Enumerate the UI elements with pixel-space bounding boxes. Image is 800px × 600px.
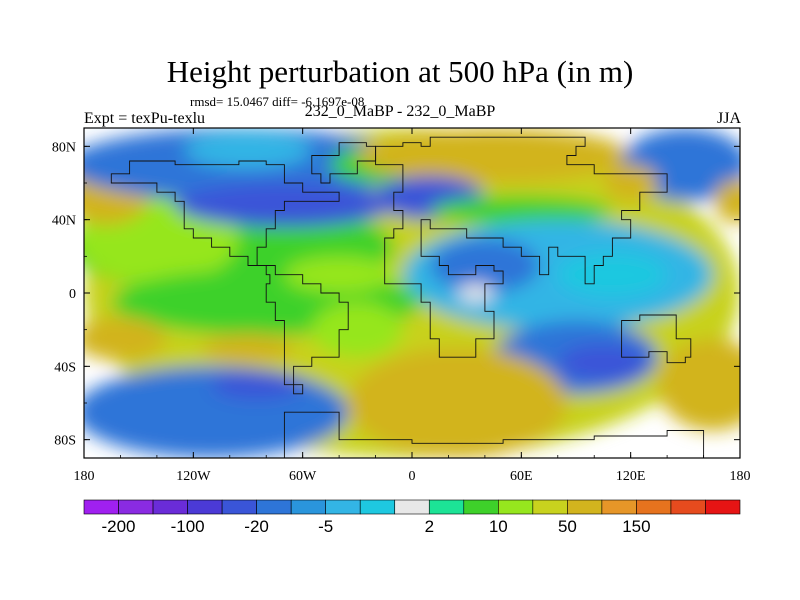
colorbar-box <box>290 499 326 515</box>
experiment-label: Expt = texPu-texlu <box>84 110 206 127</box>
season-label: JJA <box>716 110 741 127</box>
colorbar-box <box>428 499 465 515</box>
coastline <box>283 411 705 458</box>
continent-outline <box>110 136 705 458</box>
colorbar-box <box>152 499 188 515</box>
x-tick-label: 180 <box>74 469 95 484</box>
colorbar-box <box>705 499 741 515</box>
field-blob <box>311 302 403 358</box>
colorbar-label: 10 <box>489 517 508 536</box>
field-blob <box>357 128 631 183</box>
colorbar: -200 -100 -20 -5 2 10 50 150 <box>83 499 741 536</box>
colorbar-box <box>187 499 223 515</box>
colorbar-label: -200 <box>101 517 135 536</box>
y-tick-label: 40S <box>54 360 76 375</box>
colorbar-box <box>83 499 119 515</box>
colorbar-box <box>394 499 430 515</box>
field-blob <box>430 195 613 226</box>
chart-title: Height perturbation at 500 hPa (in m) <box>166 54 634 89</box>
field-blob <box>557 252 668 297</box>
colorbar-box <box>325 499 361 515</box>
comparison-label: 232_0_MaBP - 232_0_MaBP <box>304 103 496 120</box>
field-blob <box>457 283 494 303</box>
colorbar-label: 150 <box>622 517 650 536</box>
x-tick-label: 0 <box>409 469 416 484</box>
x-tick-label: 120E <box>616 469 646 484</box>
colorbar-box <box>463 499 499 515</box>
coastline <box>110 160 349 395</box>
x-tick-label: 60E <box>510 469 533 484</box>
stats-label: rmsd= 15.0467 diff= -6.1697e-08 <box>190 94 365 109</box>
field-blob <box>184 131 312 169</box>
colorbar-box <box>118 499 154 515</box>
colorbar-label: -5 <box>318 517 333 536</box>
coastline <box>375 136 668 358</box>
field-blob <box>557 344 649 382</box>
field-blob <box>658 338 740 431</box>
field-blob <box>348 348 567 458</box>
colorbar-label: 50 <box>558 517 577 536</box>
colorbar-box <box>567 499 603 515</box>
y-tick-label: 80N <box>52 140 76 155</box>
colorbar-box <box>670 499 706 515</box>
colorbar-box <box>256 499 292 515</box>
field-blob <box>211 370 303 400</box>
colorbar-box <box>221 499 257 515</box>
axes: 180 120W 60W 0 60E 120E 180 80N 40N 0 40S 80S <box>52 128 751 484</box>
x-tick-label: 180 <box>730 469 751 484</box>
y-tick-label: 80S <box>54 434 76 449</box>
x-tick-label: 120W <box>176 469 211 484</box>
colorbar-label: 2 <box>425 517 434 536</box>
colorbar-box <box>532 499 568 515</box>
colorbar-box <box>636 499 672 515</box>
colorbar-box <box>359 499 396 515</box>
coastline <box>311 142 377 184</box>
colorbar-box <box>498 499 534 515</box>
colorbar-label: -100 <box>171 517 205 536</box>
field-blob <box>714 179 740 224</box>
colorbar-label: -20 <box>244 517 269 536</box>
contour-field <box>84 128 740 458</box>
x-tick-label: 60W <box>289 469 317 484</box>
y-tick-label: 40N <box>52 214 76 229</box>
field-blob <box>84 316 166 361</box>
y-tick-label: 0 <box>69 287 76 302</box>
colorbar-box <box>601 499 637 515</box>
coastline <box>621 314 692 364</box>
field-blob <box>603 164 658 202</box>
field-blob <box>202 333 294 363</box>
